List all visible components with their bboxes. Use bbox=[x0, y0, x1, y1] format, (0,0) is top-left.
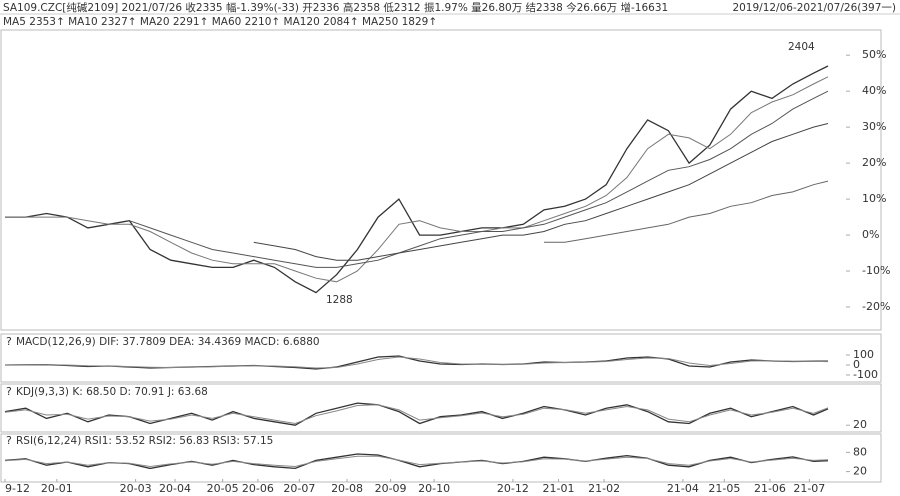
x-tick-label: 20-07 bbox=[283, 482, 315, 495]
x-tick-label: 20-06 bbox=[242, 482, 274, 495]
series-line bbox=[5, 65, 829, 294]
rsi-header: RSI(6,12,24) RSI1: 53.52 RSI2: 56.83 RSI… bbox=[16, 435, 273, 447]
x-tick-label: 21-02 bbox=[588, 482, 620, 495]
series-line bbox=[4, 402, 829, 426]
x-tick-label: 21-01 bbox=[543, 482, 575, 495]
help-icon[interactable]: ? bbox=[6, 434, 12, 447]
y-tick-label: 80 bbox=[853, 445, 867, 458]
main-panel bbox=[0, 29, 882, 331]
x-tick-label: 9-12 bbox=[5, 482, 30, 495]
kdj-panel bbox=[0, 383, 882, 433]
high-annotation: 2404 bbox=[788, 41, 815, 53]
x-tick-label: 21-07 bbox=[793, 482, 825, 495]
series-line bbox=[4, 455, 829, 468]
x-tick-label: 20-04 bbox=[159, 482, 191, 495]
x-tick-label: 20-01 bbox=[41, 482, 73, 495]
y-tick-label: 0 bbox=[853, 358, 860, 371]
x-tick-label: 21-05 bbox=[708, 482, 740, 495]
series-line bbox=[4, 356, 829, 369]
x-tick-label: 20-09 bbox=[375, 482, 407, 495]
series-line bbox=[544, 180, 829, 243]
macd-panel bbox=[0, 333, 882, 383]
x-tick-label: 20-03 bbox=[120, 482, 152, 495]
rsi-panel bbox=[0, 433, 882, 483]
x-tick-label: 20-12 bbox=[497, 482, 529, 495]
ma-legend: MA5 2353↑ MA10 2327↑ MA20 2291↑ MA60 221… bbox=[3, 16, 437, 28]
y-tick-label: 20% bbox=[862, 156, 886, 169]
y-tick-label: 40% bbox=[862, 84, 886, 97]
series-line bbox=[4, 404, 829, 425]
help-icon[interactable]: ? bbox=[6, 335, 12, 348]
y-tick-label: -20% bbox=[862, 300, 890, 313]
low-annotation: 1288 bbox=[326, 294, 353, 306]
y-tick-label: 10% bbox=[862, 192, 886, 205]
series-line bbox=[4, 453, 829, 470]
y-tick-label: 20 bbox=[853, 418, 867, 431]
x-tick-label: 20-05 bbox=[207, 482, 239, 495]
series-line bbox=[129, 90, 829, 268]
y-tick-label: 20 bbox=[853, 465, 867, 478]
macd-header: MACD(12,26,9) DIF: 37.7809 DEA: 34.4369 … bbox=[16, 336, 320, 348]
quote-header: SA109.CZC[纯碱2109] 2021/07/26 收2335 幅-1.3… bbox=[3, 1, 668, 14]
series-line bbox=[253, 123, 829, 261]
help-icon[interactable]: ? bbox=[6, 385, 12, 398]
series-line bbox=[4, 355, 828, 370]
y-tick-label: -100 bbox=[853, 368, 878, 381]
y-tick-label: 0% bbox=[862, 228, 879, 241]
series-line bbox=[5, 76, 829, 283]
x-tick-label: 21-06 bbox=[754, 482, 786, 495]
x-tick-label: 20-10 bbox=[418, 482, 450, 495]
date-range: 2019/12/06-2021/07/26(397一) bbox=[732, 2, 896, 14]
y-tick-label: 50% bbox=[862, 48, 886, 61]
x-tick-label: 20-08 bbox=[331, 482, 363, 495]
y-tick-label: 100 bbox=[853, 348, 874, 361]
kdj-header: KDJ(9,3,3) K: 68.50 D: 70.91 J: 63.68 bbox=[16, 386, 208, 398]
y-tick-label: 30% bbox=[862, 120, 886, 133]
x-tick-label: 21-04 bbox=[667, 482, 699, 495]
y-tick-label: -10% bbox=[862, 264, 890, 277]
